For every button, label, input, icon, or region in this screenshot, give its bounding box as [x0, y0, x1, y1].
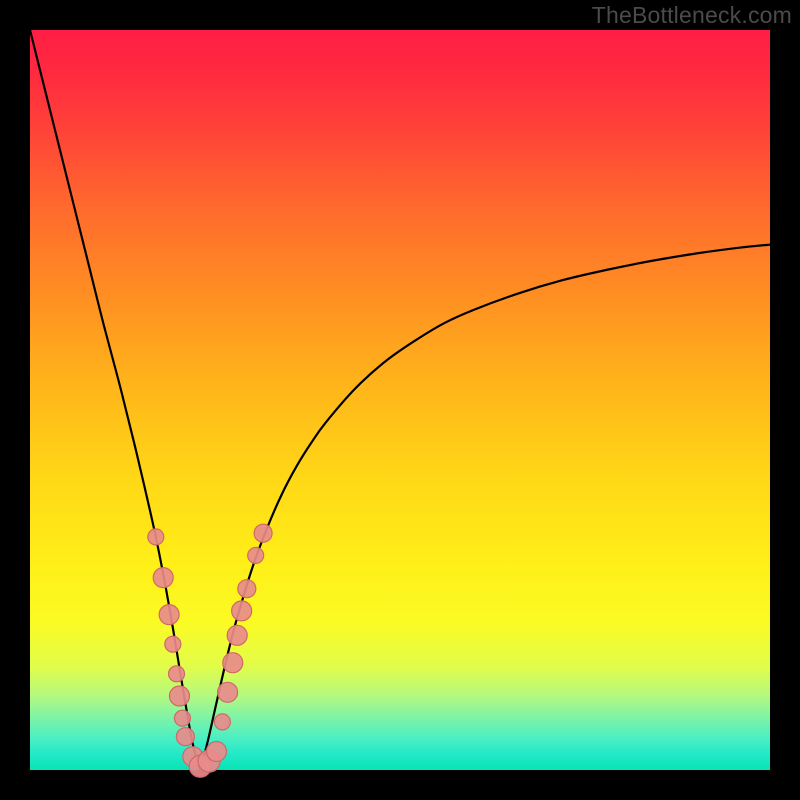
data-marker [159, 605, 179, 625]
data-marker [254, 524, 272, 542]
data-marker [148, 529, 164, 545]
data-marker [153, 568, 173, 588]
data-marker [227, 625, 247, 645]
chart-root: TheBottleneck.com [0, 0, 800, 800]
data-marker [223, 653, 243, 673]
data-marker [238, 580, 256, 598]
plot-area [30, 30, 770, 770]
data-marker [174, 710, 190, 726]
data-marker [248, 547, 264, 563]
data-marker [232, 601, 252, 621]
data-marker [169, 686, 189, 706]
data-marker [206, 742, 226, 762]
data-marker [165, 636, 181, 652]
data-marker [169, 666, 185, 682]
data-marker [176, 728, 194, 746]
data-marker [218, 682, 238, 702]
chart-svg [0, 0, 800, 800]
data-marker [214, 714, 230, 730]
